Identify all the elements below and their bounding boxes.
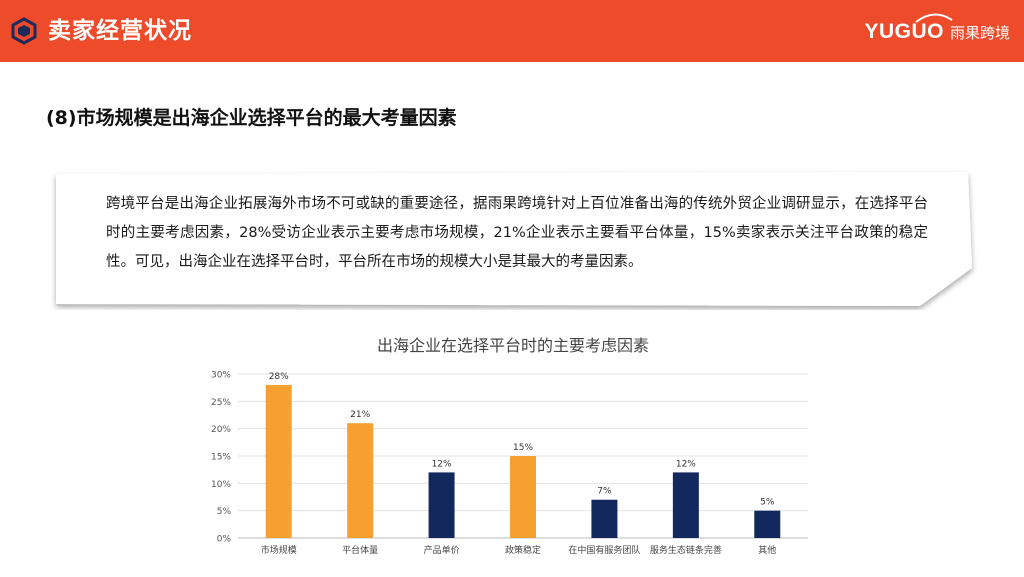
swoosh-icon	[915, 13, 953, 23]
x-tick-label: 其他	[758, 544, 776, 556]
brand-name-cn: 雨果跨境	[949, 23, 1010, 42]
data-label: 28%	[269, 372, 289, 382]
y-tick-label: 15%	[211, 453, 231, 463]
bar-6	[754, 510, 781, 538]
data-label: 21%	[350, 410, 370, 420]
data-label: 5%	[760, 498, 775, 508]
cube-logo-icon	[11, 17, 37, 45]
data-label: 15%	[513, 443, 533, 453]
callout-frame	[56, 172, 972, 306]
section-subtitle: (8)市场规模是出海企业选择平台的最大考量因素	[46, 107, 457, 129]
bar-1	[347, 423, 374, 538]
bar-2	[428, 472, 455, 538]
bar-0	[265, 384, 292, 538]
chart-title: 出海企业在选择平台时的主要考虑因素	[377, 336, 649, 355]
y-tick-label: 0%	[217, 535, 232, 545]
x-tick-label: 市场规模	[261, 544, 297, 556]
x-tick-label: 在中国有服务团队	[568, 544, 640, 556]
bar-5	[672, 472, 699, 538]
bar-3	[510, 456, 536, 538]
data-label: 12%	[676, 459, 696, 469]
y-tick-label: 5%	[217, 507, 232, 517]
y-tick-label: 25%	[211, 398, 231, 408]
x-tick-label: 服务生态链条完善	[650, 544, 722, 556]
x-tick-label: 平台体量	[342, 544, 378, 556]
brand-name-en: YUGUO	[864, 20, 944, 43]
header-title: 卖家经营状况	[48, 18, 192, 44]
bar-4	[591, 499, 618, 538]
x-tick-label: 产品单价	[424, 544, 460, 556]
x-tick-label: 政策稳定	[505, 544, 541, 556]
y-tick-label: 20%	[211, 425, 231, 435]
bar-chart: 出海企业在选择平台时的主要考虑因素 0% 5% 10% 15% 20% 25% 30% 28…	[211, 336, 808, 556]
data-label: 12%	[432, 459, 452, 469]
y-tick-label: 10%	[211, 480, 231, 490]
y-tick-label: 30%	[211, 371, 231, 381]
data-label: 7%	[597, 487, 612, 497]
header-bar: 卖家经营状况 YUGUO 雨果跨境	[0, 0, 1024, 62]
brand-logo[interactable]: YUGUO 雨果跨境	[864, 13, 1010, 50]
callout-text: 跨境平台是出海企业拓展海外市场不可或缺的重要途径，据雨果跨境针对上百位准备出海的…	[106, 196, 928, 270]
callout-box: 跨境平台是出海企业拓展海外市场不可或缺的重要途径，据雨果跨境针对上百位准备出海的…	[48, 168, 978, 310]
